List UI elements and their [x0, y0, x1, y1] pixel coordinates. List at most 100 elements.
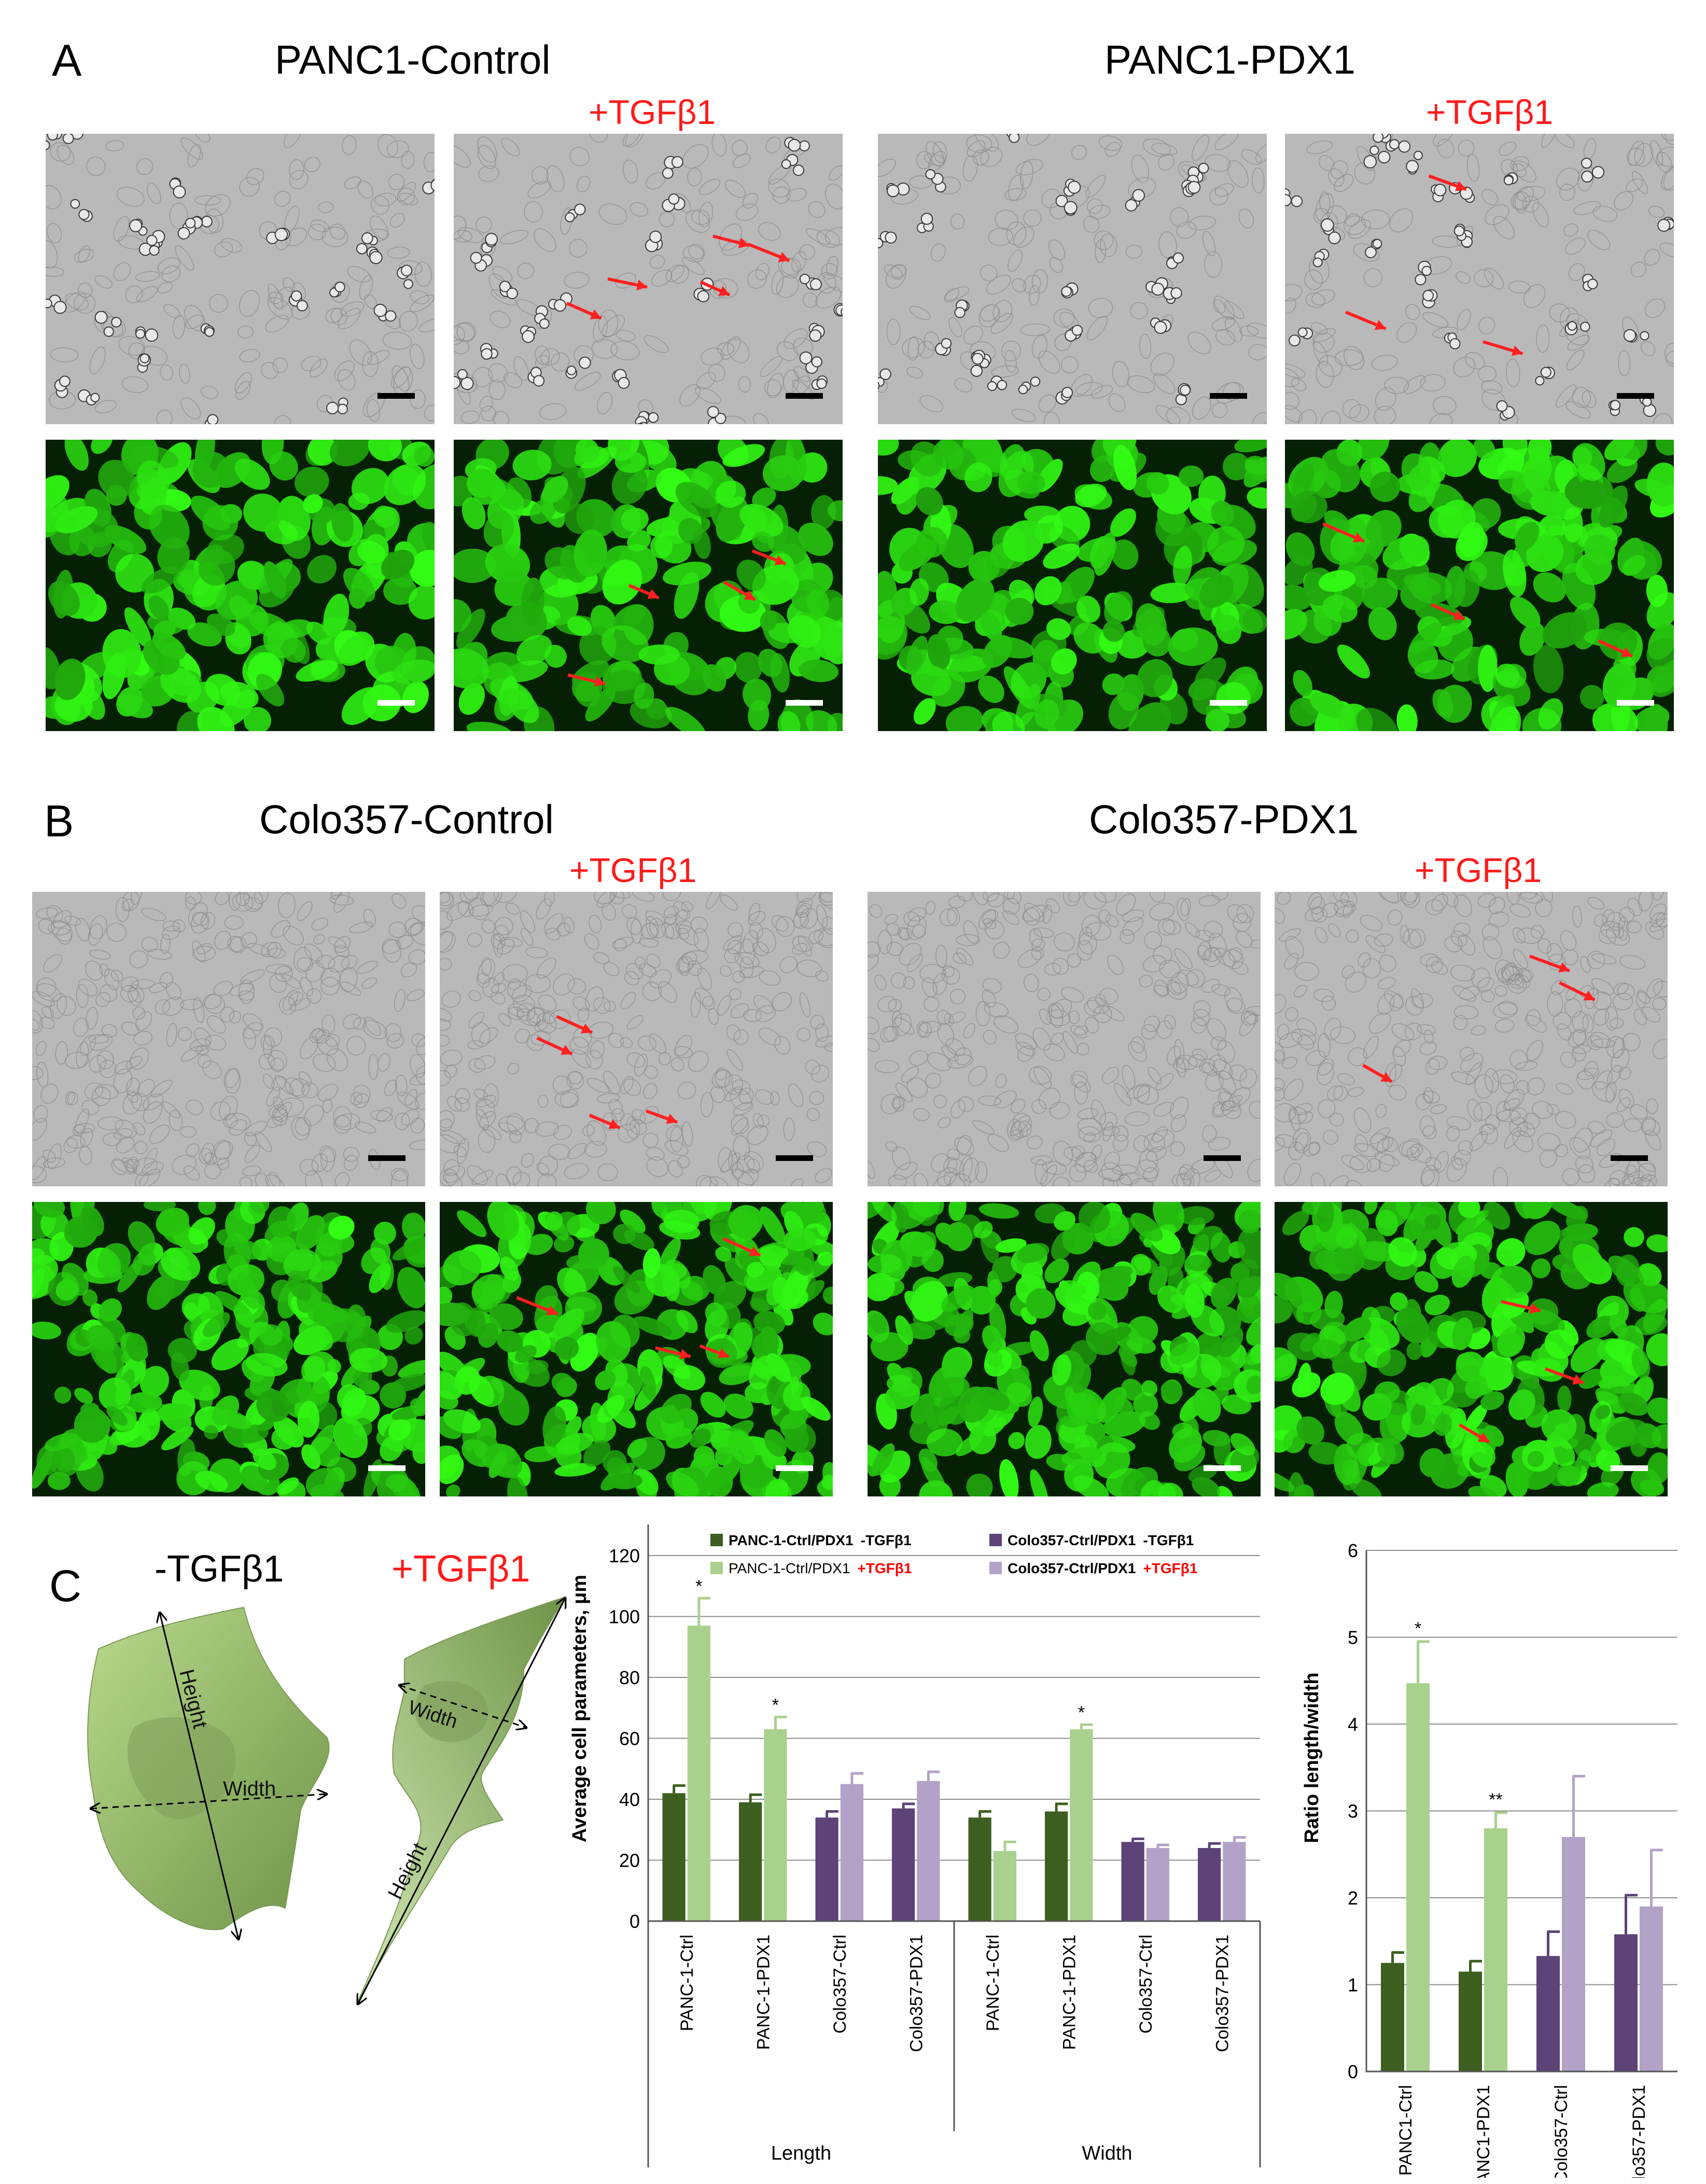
panel-a-right-title: PANC1-PDX1 — [1104, 37, 1356, 82]
width-arrow-stimulated — [399, 1685, 526, 1728]
y-tick-label: 80 — [619, 1667, 640, 1688]
scale-bar — [1617, 393, 1654, 399]
scale-bar — [1611, 1155, 1648, 1161]
red-arrowhead — [1583, 990, 1595, 1001]
error-bar-series1-3 — [927, 1770, 940, 1781]
bar-series1-5 — [1070, 1729, 1093, 1921]
red-arrowhead — [1620, 647, 1632, 657]
bars — [662, 1626, 1246, 1921]
red-arrowhead — [749, 1246, 761, 1256]
panel-a-left-treatment-label: +TGFβ1 — [589, 93, 716, 131]
error-bar-series1-0 — [1417, 1640, 1430, 1684]
red-arrowhead — [744, 590, 756, 600]
scale-bar — [786, 700, 823, 706]
legend-text-panc-plus: PANC-1-Ctrl/PDX1 — [729, 1560, 850, 1576]
micrograph-image — [868, 1202, 1261, 1496]
legend-suffix-panc-plus: +TGFβ1 — [857, 1560, 912, 1576]
scale-bar — [1204, 1155, 1241, 1161]
micrograph-panc1-control-fluorescence — [46, 440, 435, 731]
scale-bar — [368, 1155, 405, 1161]
legend: PANC-1-Ctrl/PDX1 -TGFβ1 PANC-1-Ctrl/PDX1 +… — [710, 1532, 1197, 1576]
error-bar-series1-3 — [1650, 1849, 1663, 1907]
red-arrowhead — [679, 1349, 691, 1360]
micrograph-colo357-pdx1-brightfield — [868, 892, 1261, 1186]
red-arrowhead — [1558, 962, 1570, 973]
bar-series1-1 — [1484, 1828, 1507, 2071]
panel-label-b: B — [44, 796, 74, 846]
x-tick-label: PANC-1-Ctrl — [677, 1935, 697, 2031]
legend-suffix-colo-minus: -TGFβ1 — [1143, 1532, 1194, 1548]
micrograph-image — [440, 1202, 833, 1496]
error-bar-series1-1 — [774, 1715, 787, 1729]
significance-marker: ** — [1489, 1790, 1502, 1810]
panel-b-right-treatment-label: +TGFβ1 — [1415, 851, 1542, 889]
micrograph-image — [454, 134, 843, 424]
micrograph-image — [878, 440, 1267, 731]
group-label-width: Width — [1082, 2143, 1132, 2164]
red-arrowhead — [718, 286, 730, 296]
red-arrowhead — [647, 589, 659, 599]
micrograph-colo357-control-brightfield — [32, 892, 425, 1186]
red-arrowhead — [1477, 1432, 1489, 1443]
cell-shape-schematic — [87, 1587, 586, 2012]
scale-bar — [1210, 393, 1247, 399]
micrograph-image — [46, 134, 435, 424]
bar-series1-0 — [1406, 1683, 1430, 2071]
micrograph-panc1-pdx1-tgfb1-brightfield — [1285, 134, 1674, 424]
x-tick-label: PANC1-PDX1 — [1474, 2085, 1493, 2178]
error-bar-series0-2 — [1547, 1930, 1560, 1956]
bar-series1-4 — [993, 1851, 1016, 1921]
micrograph-colo357-control-fluorescence — [32, 1202, 425, 1496]
panel-label-a: A — [52, 36, 82, 86]
axes — [1365, 1550, 1677, 2073]
micrograph-colo357-control-tgfb1-fluorescence — [440, 1202, 833, 1496]
y-tick-label: 0 — [630, 1911, 640, 1932]
panel-a-right-treatment-label: +TGFβ1 — [1426, 93, 1554, 131]
legend-entry-colo-minus: Colo357-Ctrl/PDX1 -TGFβ1 — [1008, 1532, 1194, 1548]
height-arrow — [160, 1613, 239, 1939]
red-arrowhead — [774, 555, 786, 566]
micrograph-panc1-control-brightfield — [46, 134, 435, 424]
legend-swatch-panc-minus — [710, 1534, 723, 1546]
y-tick-label: 40 — [619, 1789, 640, 1810]
legend-swatch-colo-plus — [989, 1562, 1002, 1574]
red-arrowhead — [546, 1305, 558, 1315]
bar-series0-0 — [662, 1793, 686, 1921]
bar-series0-2 — [1536, 1956, 1560, 2071]
micrograph-panc1-pdx1-fluorescence — [878, 440, 1267, 731]
bar-series0-7 — [1198, 1848, 1221, 1921]
y-axis-ticks: 0 1 2 3 4 5 6 — [1348, 1540, 1358, 2082]
schematic-width-label: Width — [223, 1777, 276, 1800]
micrograph-image — [1285, 440, 1674, 731]
bar-series0-0 — [1381, 1963, 1404, 2071]
red-arrowhead — [561, 1045, 572, 1055]
error-bar-series0-4 — [978, 1810, 991, 1818]
red-arrowhead — [636, 279, 648, 291]
panel-b-right-title: Colo357-PDX1 — [1089, 796, 1359, 842]
micrograph-image — [32, 892, 425, 1186]
x-tick-label: PANC-1-Ctrl — [983, 1935, 1003, 2031]
significance-marker: * — [1415, 1619, 1421, 1639]
scale-bar — [776, 1465, 813, 1471]
y-axis-label: Ratio length/width — [1301, 1672, 1323, 1843]
legend-entry-panc-minus: PANC-1-Ctrl/PDX1 -TGFβ1 — [729, 1532, 912, 1548]
error-bar-series1-2 — [850, 1772, 863, 1784]
schematic-minus-tgfb1-label: -TGFβ1 — [155, 1548, 284, 1590]
x-axis-tick-labels: PANC-1-Ctrl PANC-1-PDX1 Colo357-Ctrl Colo35… — [677, 1935, 1233, 2052]
scale-bar — [1210, 700, 1247, 706]
error-bar-series0-2 — [826, 1810, 838, 1818]
error-bars — [1391, 1640, 1663, 1972]
scale-bar — [776, 1155, 813, 1161]
y-tick-label: 5 — [1348, 1627, 1358, 1648]
bar-series1-0 — [687, 1626, 710, 1921]
micrograph-image — [454, 440, 843, 731]
error-bar-series0-6 — [1131, 1837, 1144, 1842]
group-labels: Length Width — [771, 2143, 1132, 2164]
unstimulated-cell — [87, 1606, 330, 1939]
error-bar-series0-0 — [673, 1784, 686, 1794]
panel-b-left-treatment-label: +TGFβ1 — [569, 851, 697, 889]
x-tick-label: PANC-1-PDX1 — [1059, 1935, 1079, 2050]
micrograph-colo357-control-tgfb1-brightfield — [440, 892, 833, 1186]
red-arrowhead — [738, 237, 749, 248]
error-bar-series0-3 — [902, 1802, 915, 1809]
